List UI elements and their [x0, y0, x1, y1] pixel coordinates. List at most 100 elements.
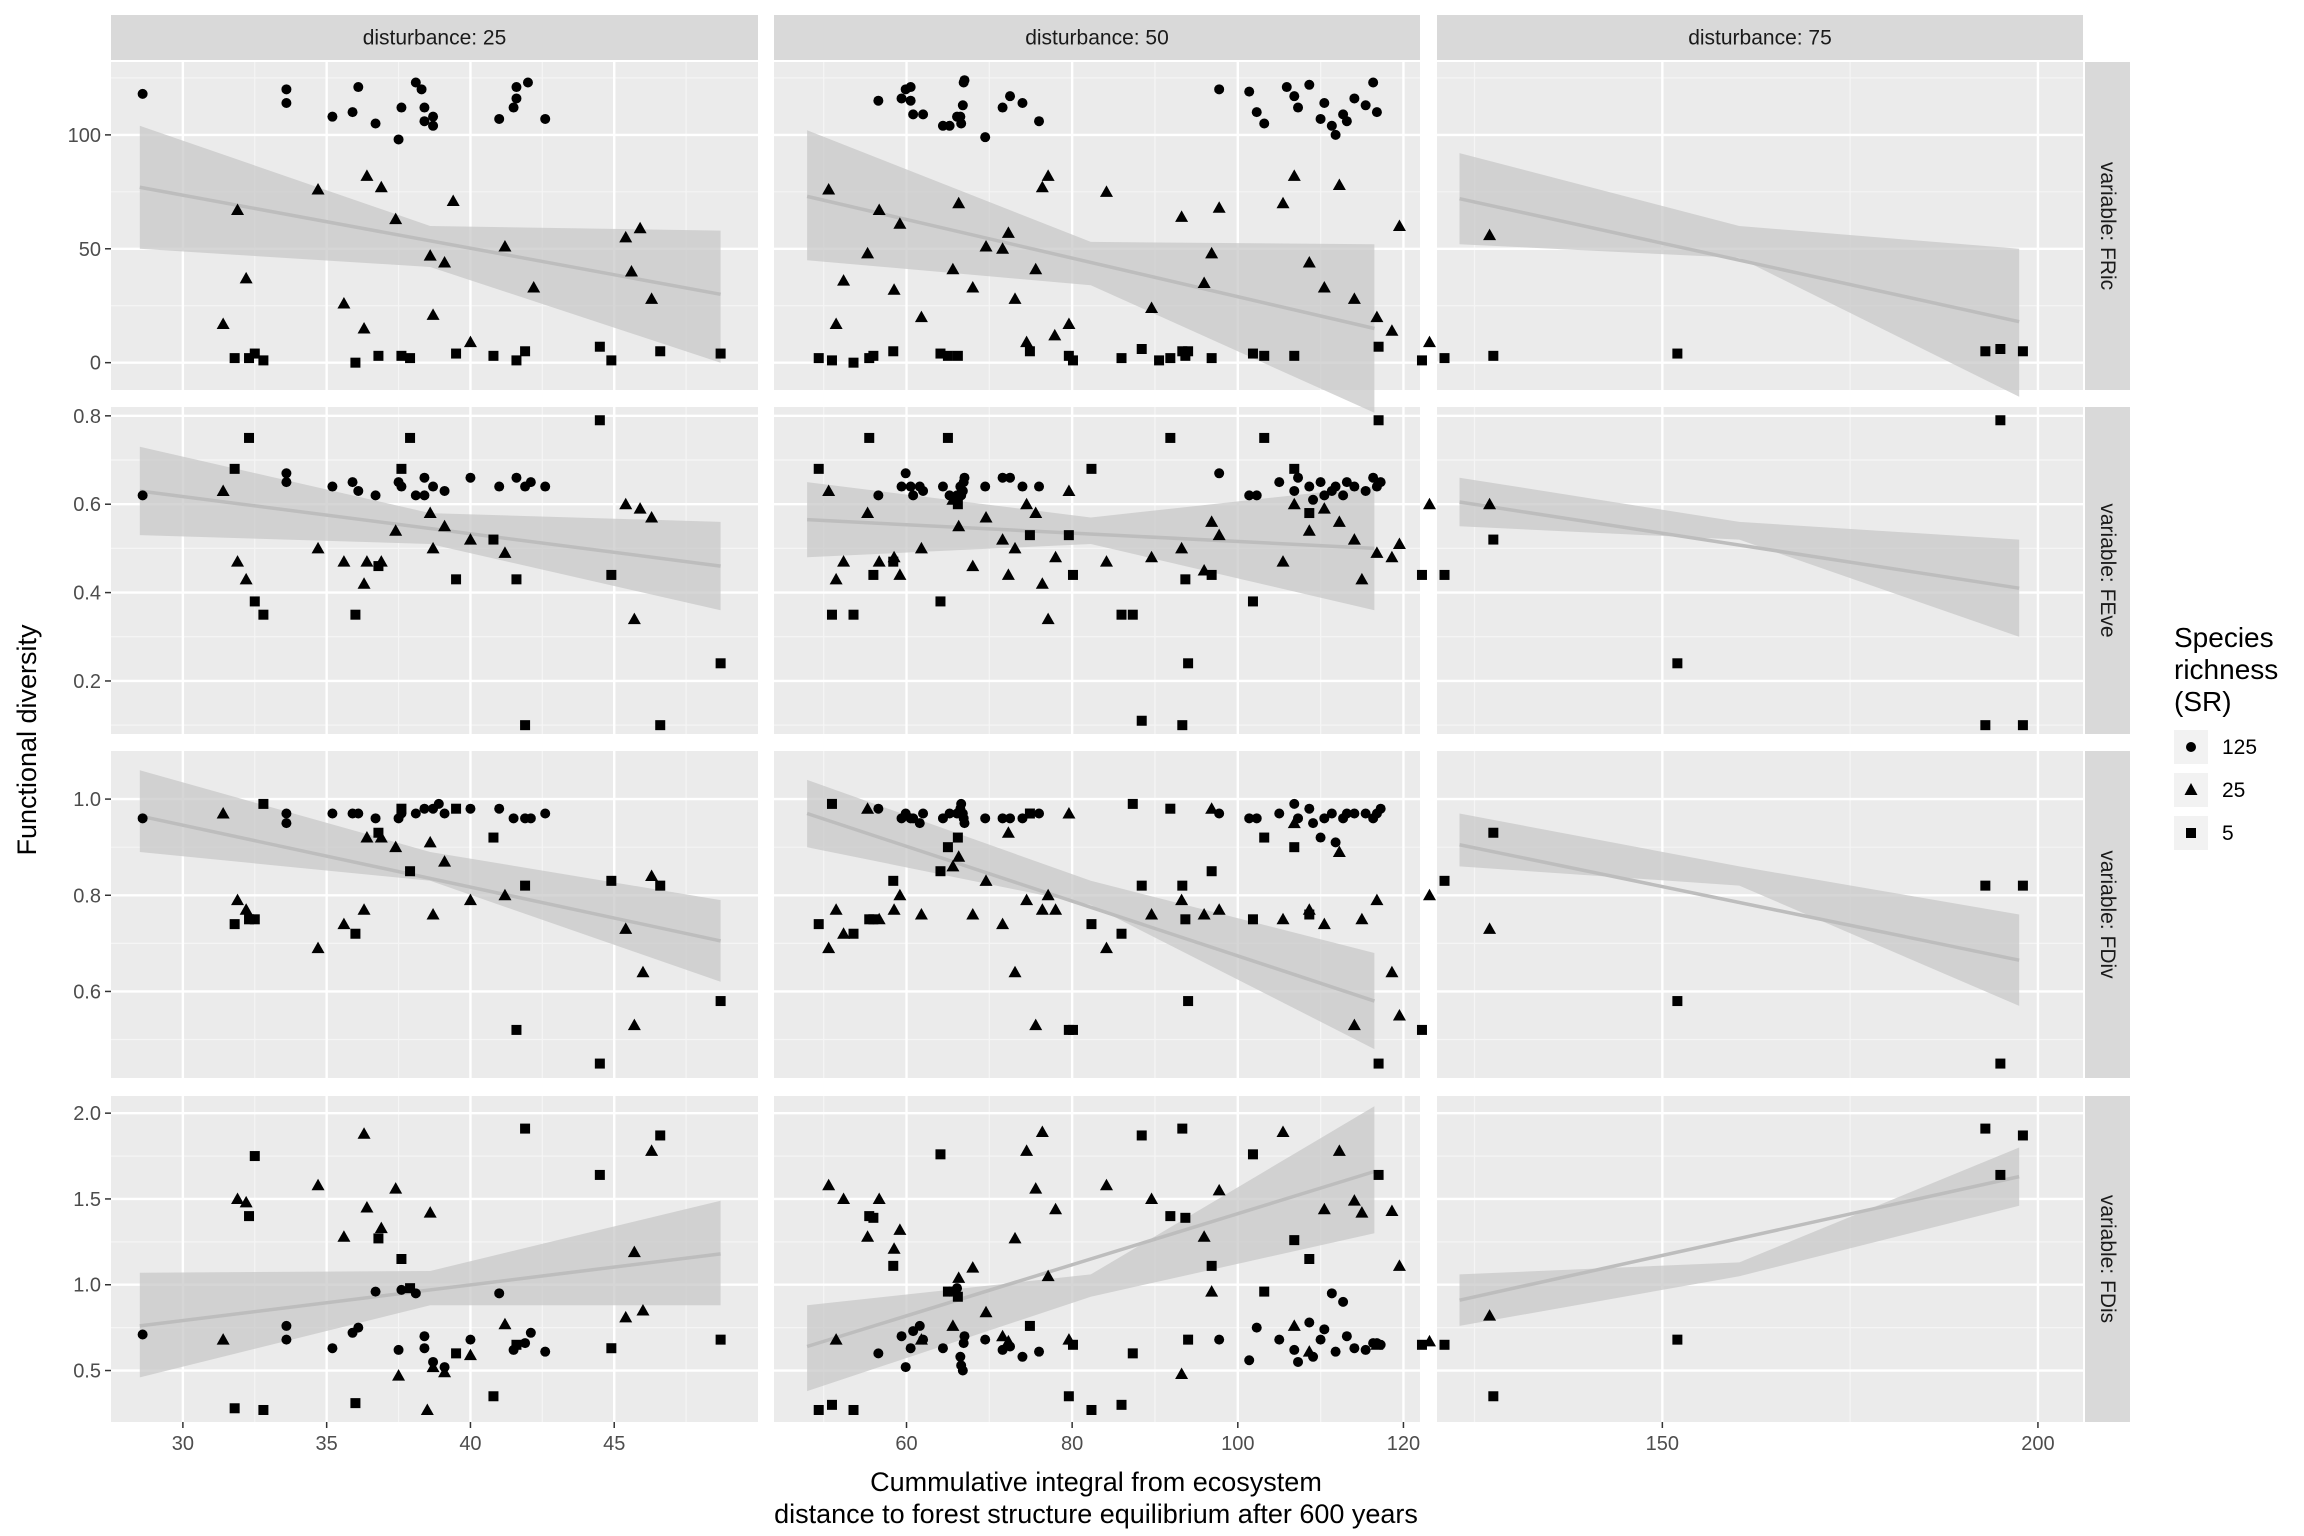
- point-circle: [511, 93, 522, 104]
- panel-content-r2-c0: [137, 770, 726, 1069]
- point-circle: [1326, 1288, 1337, 1299]
- point-circle: [465, 1334, 476, 1345]
- point-square: [1672, 658, 1683, 669]
- x-tick-label: 200: [2021, 1433, 2054, 1455]
- point-square: [868, 569, 879, 580]
- x-axis-title-line-1: Cummulative integral from ecosystem: [870, 1467, 1322, 1497]
- legend-title-line-2: richness: [2174, 654, 2278, 685]
- strip-label-row-3: variable: FDis: [2096, 1195, 2119, 1323]
- point-triangle: [893, 568, 907, 580]
- point-circle: [959, 1331, 970, 1342]
- point-square: [1488, 827, 1499, 838]
- point-triangle: [893, 217, 907, 229]
- point-triangle: [887, 1242, 901, 1254]
- point-circle: [428, 481, 439, 492]
- x-tick-label: 150: [1646, 1433, 1679, 1455]
- point-triangle: [231, 203, 245, 216]
- point-triangle: [1008, 541, 1022, 554]
- point-triangle: [357, 322, 371, 334]
- point-square: [451, 1348, 462, 1359]
- point-square: [848, 928, 859, 939]
- point-triangle: [893, 888, 907, 901]
- point-triangle: [627, 1018, 641, 1031]
- confidence-ribbon: [1459, 153, 2020, 397]
- panel-content-r2-c2: [1062, 798, 2028, 1069]
- point-circle: [465, 472, 476, 483]
- point-triangle: [1035, 1125, 1049, 1138]
- point-square: [1247, 348, 1258, 359]
- point-triangle: [996, 533, 1010, 545]
- point-triangle: [1062, 317, 1076, 329]
- point-circle: [1371, 107, 1382, 118]
- point-square: [1177, 1123, 1188, 1134]
- point-square: [606, 569, 617, 580]
- y-tick-label: 0.6: [73, 981, 101, 1003]
- point-square: [451, 348, 462, 359]
- point-triangle: [1212, 903, 1226, 915]
- point-circle: [281, 477, 292, 488]
- legend-square-icon: [2186, 828, 2196, 838]
- confidence-ribbon: [807, 130, 1375, 413]
- point-triangle: [1041, 888, 1055, 901]
- point-circle: [525, 1327, 536, 1338]
- point-triangle: [914, 1333, 928, 1345]
- point-circle: [1360, 100, 1371, 111]
- point-circle: [1341, 1331, 1352, 1342]
- legend-label-25: 25: [2222, 779, 2245, 802]
- point-triangle: [216, 317, 230, 329]
- point-circle: [433, 798, 444, 809]
- point-circle: [1005, 813, 1016, 824]
- point-triangle: [357, 903, 371, 915]
- point-triangle: [966, 908, 980, 920]
- y-tick-label: 0.5: [73, 1361, 101, 1383]
- point-triangle: [463, 893, 477, 906]
- point-square: [244, 432, 255, 443]
- point-triangle: [619, 922, 633, 934]
- point-triangle: [426, 1360, 440, 1373]
- point-triangle: [1145, 301, 1159, 313]
- point-circle: [281, 1320, 292, 1331]
- point-square: [952, 350, 963, 361]
- point-square: [520, 1123, 531, 1134]
- point-square: [1180, 350, 1191, 361]
- point-triangle: [1001, 1334, 1015, 1347]
- point-square: [1416, 1024, 1427, 1035]
- y-tick-label: 1.5: [73, 1189, 101, 1211]
- point-circle: [1289, 485, 1300, 496]
- point-square: [1488, 534, 1499, 545]
- point-triangle: [1035, 180, 1049, 193]
- point-triangle: [1062, 1333, 1076, 1345]
- point-circle: [137, 1329, 148, 1340]
- point-square: [1136, 1130, 1147, 1141]
- point-circle: [1251, 1322, 1262, 1333]
- point-circle: [944, 120, 955, 131]
- point-triangle: [1287, 169, 1301, 181]
- point-square: [1024, 530, 1035, 541]
- point-circle: [1360, 485, 1371, 496]
- point-triangle: [231, 893, 245, 906]
- point-triangle: [1062, 807, 1076, 819]
- regression-line: [1459, 500, 2020, 590]
- point-triangle: [872, 1192, 886, 1204]
- point-triangle: [633, 502, 647, 514]
- point-circle: [1244, 813, 1255, 824]
- x-tick-label: 40: [459, 1433, 481, 1455]
- point-square: [1154, 355, 1165, 366]
- point-triangle: [1347, 1194, 1361, 1206]
- point-square: [715, 996, 726, 1007]
- point-circle: [511, 472, 522, 483]
- point-triangle: [438, 255, 452, 268]
- point-triangle: [627, 1245, 641, 1258]
- point-circle: [396, 102, 407, 113]
- confidence-ribbon: [139, 125, 721, 363]
- x-tick-label: 100: [1221, 1433, 1254, 1455]
- point-circle: [1304, 79, 1315, 90]
- point-square: [848, 609, 859, 620]
- point-circle: [1368, 472, 1379, 483]
- point-square: [1127, 1348, 1138, 1359]
- point-circle: [508, 102, 519, 113]
- point-triangle: [1370, 310, 1384, 323]
- point-square: [2017, 346, 2028, 357]
- point-square: [1259, 1286, 1270, 1297]
- point-square: [888, 1260, 899, 1271]
